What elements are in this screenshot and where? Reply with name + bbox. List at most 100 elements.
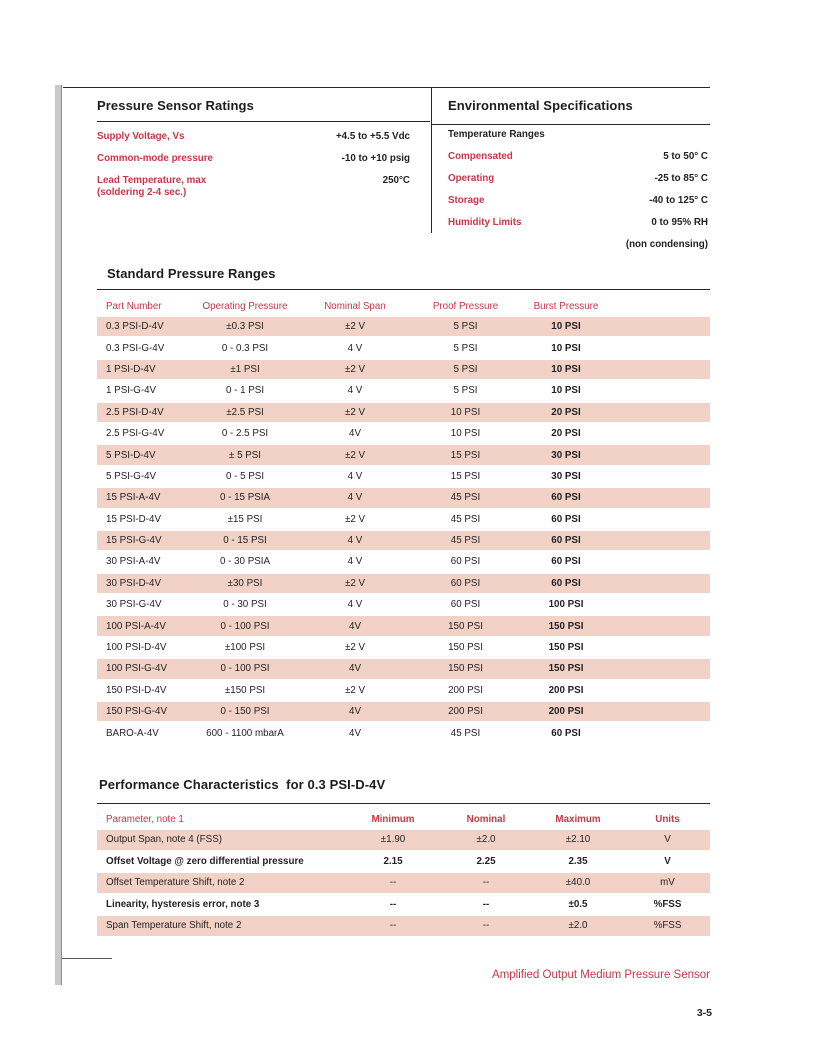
spec-value: -40 to 125° C — [649, 195, 708, 206]
col-header-nominal: Nominal — [466, 814, 506, 825]
burst-pressure-cell: 60 PSI — [551, 556, 581, 568]
proof-pressure-cell: 15 PSI — [450, 470, 481, 482]
operating-pressure-cell: 0 - 30 PSI — [223, 599, 267, 611]
col-header-part-number: Part Number — [106, 301, 162, 312]
pressure-range-row: 0.3 PSI-D-4V ±0.3 PSI ±2 V 5 PSI 10 PSI — [97, 317, 710, 339]
part-number-cell: 2.5 PSI-G-4V — [106, 428, 165, 440]
proof-pressure-cell: 10 PSI — [450, 428, 481, 440]
nominal-cell: -- — [482, 898, 490, 910]
proof-pressure-cell: 45 PSI — [450, 535, 481, 547]
burst-pressure-cell: 60 PSI — [551, 492, 581, 504]
col-header-operating-pressure: Operating Pressure — [202, 301, 288, 312]
operating-pressure-cell: ± 5 PSI — [228, 449, 262, 461]
spec-label: Humidity Limits — [448, 217, 522, 228]
part-number-cell: 30 PSI-A-4V — [106, 556, 161, 568]
burst-pressure-cell: 60 PSI — [551, 727, 581, 739]
proof-pressure-cell: 150 PSI — [448, 620, 483, 632]
col-header-parameter: Parameter, note 1 — [106, 814, 184, 825]
nominal-span-cell: 4 V — [347, 470, 363, 482]
spec-value: -10 to +10 psig — [341, 153, 410, 164]
part-number-cell: 30 PSI-G-4V — [106, 599, 162, 611]
spec-group-label: Temperature Ranges — [448, 129, 545, 140]
nominal-span-cell: 4V — [349, 663, 361, 675]
nominal-span-cell: 4 V — [347, 535, 363, 547]
units-cell: %FSS — [653, 898, 682, 910]
part-number-cell: 15 PSI-A-4V — [106, 492, 161, 504]
spec-row: Humidity Limits 0 to 95% RH — [448, 217, 708, 239]
nominal-span-cell: 4V — [349, 620, 361, 632]
burst-pressure-cell: 150 PSI — [548, 620, 584, 632]
operating-pressure-cell: 0 - 15 PSIA — [219, 492, 271, 504]
nominal-span-cell: ±2 V — [344, 321, 366, 333]
col-header-maximum: Maximum — [555, 814, 601, 825]
proof-pressure-cell: 45 PSI — [450, 492, 481, 504]
spec-row: Supply Voltage, Vs +4.5 to +5.5 Vdc — [97, 131, 410, 153]
top-rule — [63, 87, 710, 88]
spec-value: -25 to 85° C — [654, 173, 708, 184]
part-number-cell: 0.3 PSI-G-4V — [106, 342, 165, 354]
operating-pressure-cell: ±1 PSI — [230, 363, 260, 375]
pressure-range-row: 2.5 PSI-D-4V ±2.5 PSI ±2 V 10 PSI 20 PSI — [97, 402, 710, 424]
spec-label: Storage — [448, 195, 485, 206]
part-number-cell: 1 PSI-G-4V — [106, 385, 157, 397]
part-number-cell: 100 PSI-D-4V — [106, 642, 167, 654]
proof-pressure-cell: 45 PSI — [450, 513, 481, 525]
burst-pressure-cell: 10 PSI — [551, 321, 581, 333]
pressure-range-row: 15 PSI-D-4V ±15 PSI ±2 V 45 PSI 60 PSI — [97, 510, 710, 531]
maximum-cell: ±2.0 — [568, 920, 588, 932]
environmental-note: (non condensing) — [625, 239, 708, 250]
part-number-cell: 1 PSI-D-4V — [106, 363, 156, 375]
operating-pressure-cell: 0 - 100 PSI — [220, 663, 270, 675]
ratings-section-title: Pressure Sensor Ratings — [97, 98, 254, 113]
part-number-cell: 100 PSI-G-4V — [106, 663, 167, 675]
operating-pressure-cell: 0 - 100 PSI — [220, 620, 270, 632]
spec-value: 5 to 50° C — [663, 151, 708, 162]
spec-label: Lead Temperature, max (soldering 2-4 sec… — [97, 175, 207, 198]
proof-pressure-cell: 200 PSI — [448, 684, 483, 696]
burst-pressure-cell: 60 PSI — [551, 513, 581, 525]
pressure-range-row: 15 PSI-A-4V 0 - 15 PSIA 4 V 45 PSI 60 PS… — [97, 488, 710, 510]
spec-value: 0 to 95% RH — [651, 217, 708, 228]
burst-pressure-cell: 20 PSI — [551, 428, 581, 440]
burst-pressure-cell: 20 PSI — [551, 406, 581, 418]
spec-label: Operating — [448, 173, 495, 184]
nominal-cell: 2.25 — [476, 855, 496, 867]
nominal-span-cell: ±2 V — [344, 449, 366, 461]
maximum-cell: ±0.5 — [568, 898, 588, 910]
burst-pressure-cell: 150 PSI — [548, 663, 584, 675]
pressure-range-row: 100 PSI-A-4V 0 - 100 PSI 4V 150 PSI 150 … — [97, 616, 710, 638]
operating-pressure-cell: 0 - 2.5 PSI — [221, 428, 269, 440]
part-number-cell: 30 PSI-D-4V — [106, 577, 161, 589]
nominal-span-cell: ±2 V — [344, 363, 366, 375]
performance-header-row: Parameter, note 1 Minimum Nominal Maximu… — [97, 809, 710, 830]
nominal-span-cell: 4 V — [347, 385, 363, 397]
spec-value: +4.5 to +5.5 Vdc — [335, 131, 410, 142]
burst-pressure-cell: 100 PSI — [548, 599, 584, 611]
performance-underline — [97, 803, 710, 804]
burst-pressure-cell: 200 PSI — [548, 706, 584, 718]
pressure-range-row: 1 PSI-D-4V ±1 PSI ±2 V 5 PSI 10 PSI — [97, 359, 710, 382]
proof-pressure-cell: 45 PSI — [450, 727, 481, 739]
part-number-cell: BARO-A-4V — [106, 727, 159, 739]
burst-pressure-cell: 150 PSI — [548, 642, 584, 654]
operating-pressure-cell: ±0.3 PSI — [226, 321, 264, 333]
proof-pressure-cell: 60 PSI — [450, 556, 481, 568]
performance-row: Output Span, note 4 (FSS) ±1.90 ±2.0 ±2.… — [97, 830, 710, 852]
standard-ranges-table-body: 0.3 PSI-D-4V ±0.3 PSI ±2 V 5 PSI 10 PSI … — [97, 317, 710, 745]
minimum-cell: -- — [389, 920, 397, 932]
nominal-cell: -- — [482, 920, 490, 932]
burst-pressure-cell: 200 PSI — [548, 684, 584, 696]
col-header-proof-pressure: Proof Pressure — [432, 301, 499, 312]
burst-pressure-cell: 10 PSI — [551, 385, 581, 397]
spec-row: Storage -40 to 125° C — [448, 195, 708, 217]
pressure-range-row: 15 PSI-G-4V 0 - 15 PSI 4 V 45 PSI 60 PSI — [97, 530, 710, 553]
pressure-range-row: BARO-A-4V 600 - 1100 mbarA 4V 45 PSI 60 … — [97, 723, 710, 745]
part-number-cell: 5 PSI-D-4V — [106, 449, 156, 461]
pressure-range-row: 100 PSI-G-4V 0 - 100 PSI 4V 150 PSI 150 … — [97, 659, 710, 681]
nominal-span-cell: ±2 V — [344, 513, 366, 525]
parameter-cell: Output Span, note 4 (FSS) — [106, 834, 222, 846]
proof-pressure-cell: 15 PSI — [450, 449, 481, 461]
spec-row: Operating -25 to 85° C — [448, 173, 708, 195]
nominal-span-cell: 4V — [349, 706, 361, 718]
nominal-span-cell: 4 V — [347, 342, 363, 354]
